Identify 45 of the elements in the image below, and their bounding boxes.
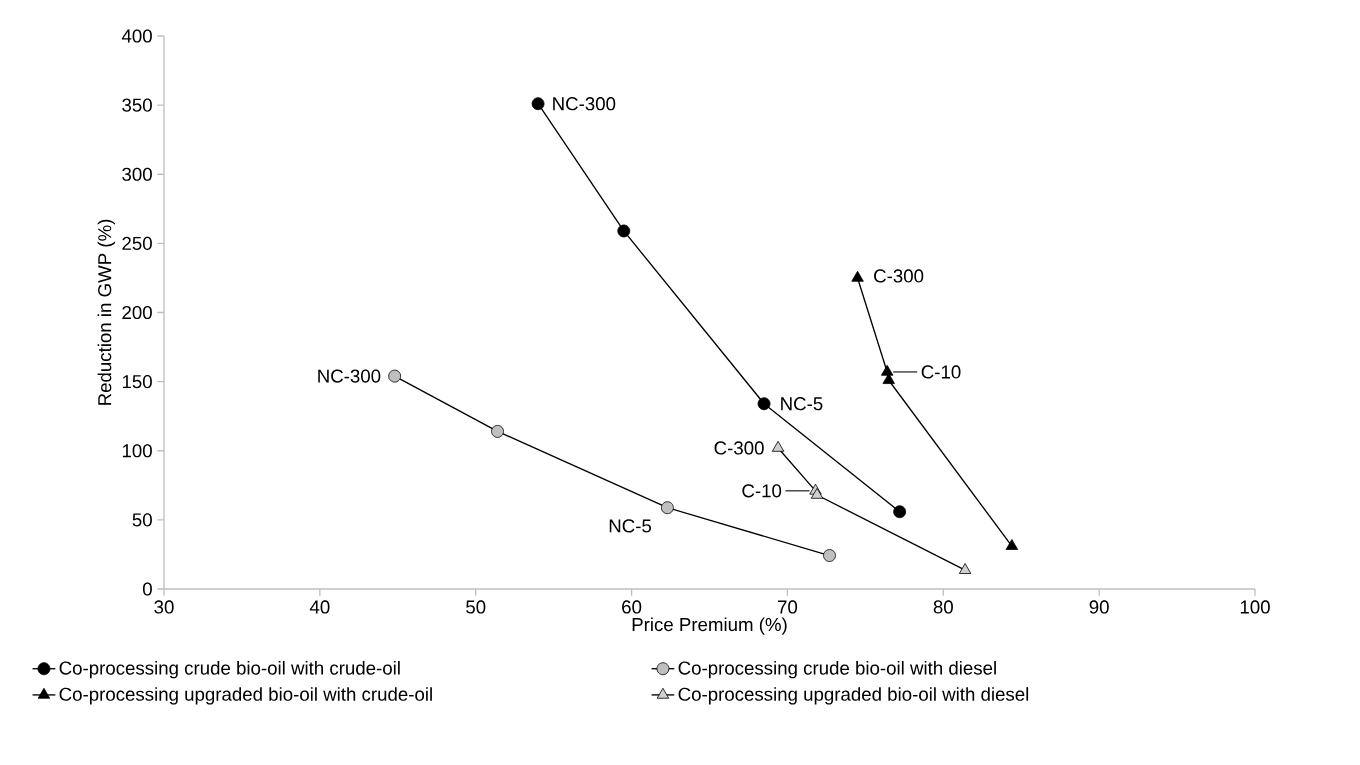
x-tick-label: 40 [309,600,330,614]
legend-label: Co-processing upgraded bio-oil with diesel [678,687,1029,705]
point [958,563,972,574]
x-tick-label: 60 [622,600,642,614]
point [531,97,545,111]
annotation: NC-300 [318,369,381,383]
y-tick-label: 200 [122,305,152,320]
annotation: C-10 [742,484,782,498]
legend-label: Co-processing upgraded bio-oil with crude-oil [59,687,432,705]
x-tick-label: 100 [1240,600,1270,614]
point [661,501,674,515]
x-tick-label: 30 [154,600,174,614]
y-tick-label: 350 [122,98,152,112]
annotation: C-10 [921,365,961,379]
y-tick-label: 100 [122,444,152,458]
legend-label: Co-processing crude bio-oil with diesel [678,660,996,679]
x-tick-label: 50 [466,600,486,614]
point [617,224,631,238]
y-tick-label: 50 [132,513,152,527]
point [810,487,824,499]
x-tick-label: 70 [778,600,798,614]
point [771,440,785,452]
y-tick-label: 150 [122,375,152,389]
y-tick-label: 300 [122,167,152,181]
point [851,270,864,282]
point [1005,539,1019,550]
y-axis-title: Reduction in GWP (%) [97,219,115,405]
legend-label: Co-processing crude bio-oil with crude-oil [59,660,400,679]
y-tick-label: 400 [121,29,152,43]
annotation: C-300 [874,269,924,283]
x-tick-label: 90 [1089,600,1109,614]
y-tick-label: 250 [122,236,152,250]
annotation: NC-5 [781,397,823,411]
annotation: C-300 [714,441,764,455]
y-tick-label: 0 [142,582,152,596]
annotation: NC-300 [553,97,616,111]
point [388,369,402,383]
point [491,424,504,438]
annotation: NC-5 [609,519,652,533]
point [757,397,771,411]
point [823,549,836,562]
point [893,505,907,519]
x-tick-label: 80 [933,600,953,614]
point [881,364,894,376]
x-axis-title: Price Premium (%) [632,617,787,635]
